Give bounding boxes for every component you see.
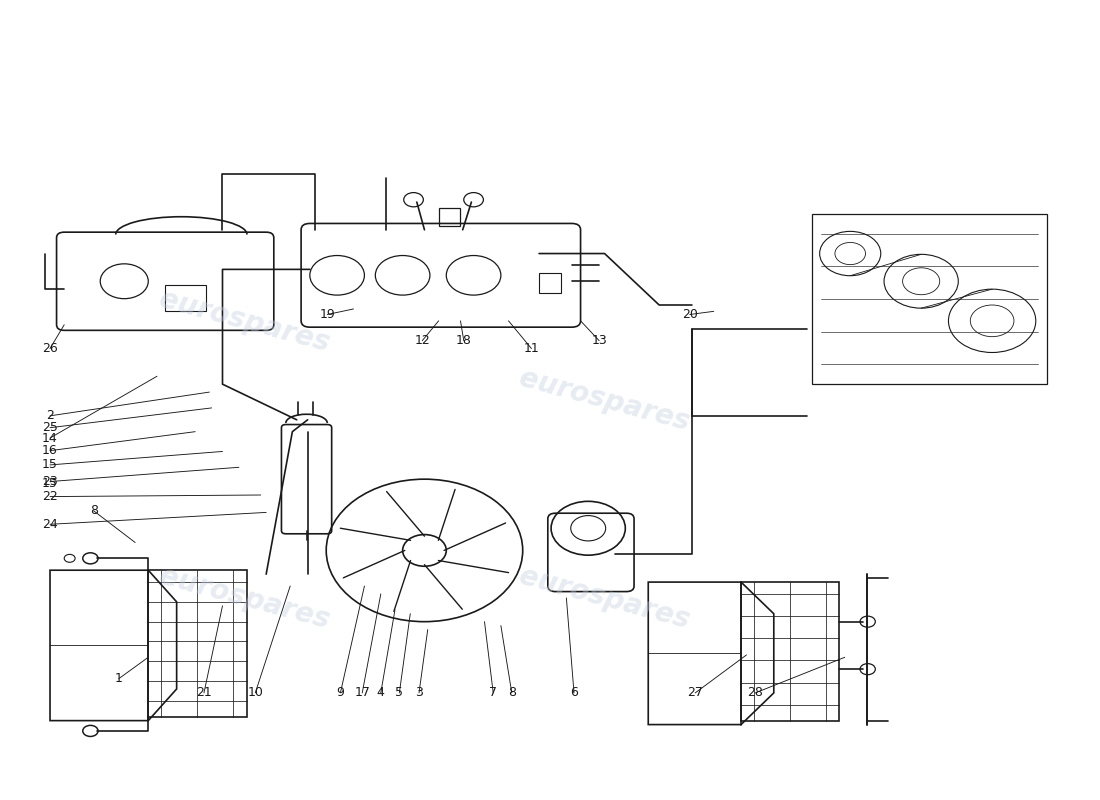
Text: 12: 12 (415, 334, 430, 347)
Text: eurospares: eurospares (156, 285, 332, 357)
Text: eurospares: eurospares (516, 364, 693, 436)
Text: 25: 25 (42, 422, 58, 434)
Text: 9: 9 (337, 686, 344, 699)
Bar (812, 214, 1047, 384)
Text: 21: 21 (196, 686, 212, 699)
Text: 19: 19 (319, 308, 336, 321)
Text: 15: 15 (42, 458, 58, 471)
Text: 8: 8 (508, 686, 516, 699)
Text: 17: 17 (354, 686, 371, 699)
Text: 14: 14 (42, 431, 58, 445)
Text: eurospares: eurospares (156, 562, 332, 634)
Text: 20: 20 (682, 308, 697, 321)
Bar (165, 286, 206, 310)
Text: eurospares: eurospares (516, 562, 693, 634)
Circle shape (404, 193, 424, 207)
Text: 11: 11 (524, 342, 539, 355)
Bar (539, 274, 561, 293)
Text: 7: 7 (490, 686, 497, 699)
Text: 6: 6 (570, 686, 578, 699)
Text: 27: 27 (688, 686, 703, 699)
Text: 5: 5 (395, 686, 404, 699)
Text: 16: 16 (42, 444, 58, 457)
Text: 24: 24 (42, 518, 58, 530)
Text: 28: 28 (747, 686, 763, 699)
Text: 23: 23 (42, 475, 58, 488)
Text: 22: 22 (42, 490, 58, 503)
Text: 3: 3 (415, 686, 422, 699)
Text: 4: 4 (377, 686, 385, 699)
Text: 15: 15 (42, 477, 58, 490)
Text: 13: 13 (591, 334, 607, 347)
Text: 8: 8 (90, 504, 98, 518)
Text: 2: 2 (46, 410, 54, 422)
Text: 10: 10 (248, 686, 263, 699)
Bar (439, 209, 461, 226)
Text: 26: 26 (42, 342, 58, 355)
Text: 18: 18 (455, 334, 472, 347)
Text: 1: 1 (114, 672, 123, 685)
Circle shape (464, 193, 483, 207)
